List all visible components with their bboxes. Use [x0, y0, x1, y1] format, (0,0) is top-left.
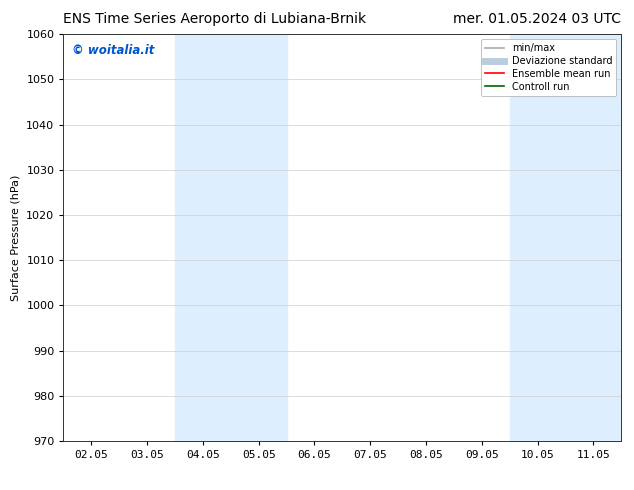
Text: mer. 01.05.2024 03 UTC: mer. 01.05.2024 03 UTC: [453, 12, 621, 26]
Bar: [175, 34, 287, 441]
Bar: [510, 34, 621, 441]
Text: © woitalia.it: © woitalia.it: [72, 45, 154, 57]
Text: ENS Time Series Aeroporto di Lubiana-Brnik: ENS Time Series Aeroporto di Lubiana-Brn…: [63, 12, 366, 26]
Y-axis label: Surface Pressure (hPa): Surface Pressure (hPa): [11, 174, 21, 301]
Legend: min/max, Deviazione standard, Ensemble mean run, Controll run: min/max, Deviazione standard, Ensemble m…: [481, 39, 616, 96]
